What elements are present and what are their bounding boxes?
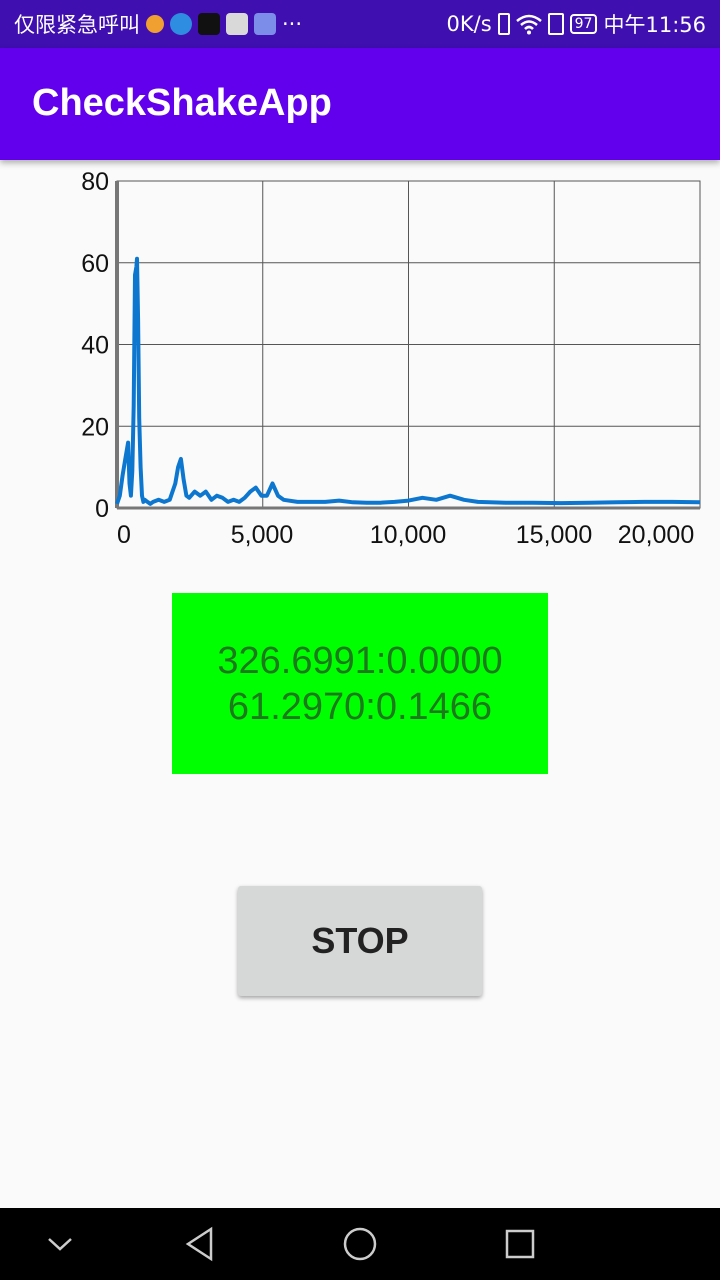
nav-recents-button[interactable] xyxy=(480,1208,560,1280)
y-tick-label: 60 xyxy=(81,250,109,278)
readout-line-1: 326.6991:0.0000 xyxy=(217,639,503,682)
nav-back-button[interactable] xyxy=(160,1208,240,1280)
home-circle-icon xyxy=(343,1227,377,1261)
contacts-icon xyxy=(226,13,248,35)
y-tick-label: 0 xyxy=(95,495,109,523)
wifi-icon xyxy=(515,14,542,35)
readout-line-2: 61.2970:0.1466 xyxy=(227,685,493,728)
recents-square-icon xyxy=(505,1229,535,1259)
x-tick-label: 20,000 xyxy=(618,521,694,549)
chart-grid xyxy=(116,180,701,509)
readout-box: 326.6991:0.0000 61.2970:0.1466 xyxy=(172,593,548,774)
x-tick-label: 10,000 xyxy=(370,521,446,549)
x-tick-label: 0 xyxy=(117,521,131,549)
nav-down-button[interactable] xyxy=(20,1208,100,1280)
browser-icon xyxy=(170,13,192,35)
clock: 中午11:56 xyxy=(603,13,706,37)
weather-icon xyxy=(146,15,164,33)
back-triangle-icon xyxy=(185,1226,213,1262)
network-speed: 0K/s xyxy=(446,12,492,36)
series-line xyxy=(115,256,701,506)
series-layer xyxy=(115,256,701,506)
x-tick-labels: 0 5,000 10,000 15,000 20,000 xyxy=(117,521,694,549)
tiktok-icon xyxy=(198,13,220,35)
y-tick-labels: 0 20 40 60 80 xyxy=(81,168,109,523)
status-bar: 仅限紧急呼叫 ··· 0K/s 97 中午11:56 xyxy=(0,0,720,48)
carrier-text: 仅限紧急呼叫 xyxy=(14,13,140,37)
more-notifications-icon: ··· xyxy=(282,12,303,36)
navigation-bar xyxy=(0,1208,720,1280)
app-title: CheckShakeApp xyxy=(32,82,332,124)
app-bar: CheckShakeApp xyxy=(0,48,720,160)
stop-button[interactable]: STOP xyxy=(238,886,482,996)
chevron-down-icon xyxy=(48,1238,72,1251)
music-icon xyxy=(254,13,276,35)
alert-icon xyxy=(547,13,564,35)
battery-icon: 97 xyxy=(569,14,598,34)
y-tick-label: 20 xyxy=(81,413,109,441)
vibrate-icon xyxy=(497,13,510,35)
x-tick-label: 5,000 xyxy=(231,521,294,549)
x-tick-label: 15,000 xyxy=(516,521,592,549)
y-tick-label: 80 xyxy=(81,168,109,196)
spectrum-chart: 0 20 40 60 80 0 5,000 10,000 15,000 20,000 xyxy=(81,168,701,549)
nav-home-button[interactable] xyxy=(320,1208,400,1280)
y-tick-label: 40 xyxy=(81,332,109,360)
chart-axes xyxy=(115,181,700,510)
